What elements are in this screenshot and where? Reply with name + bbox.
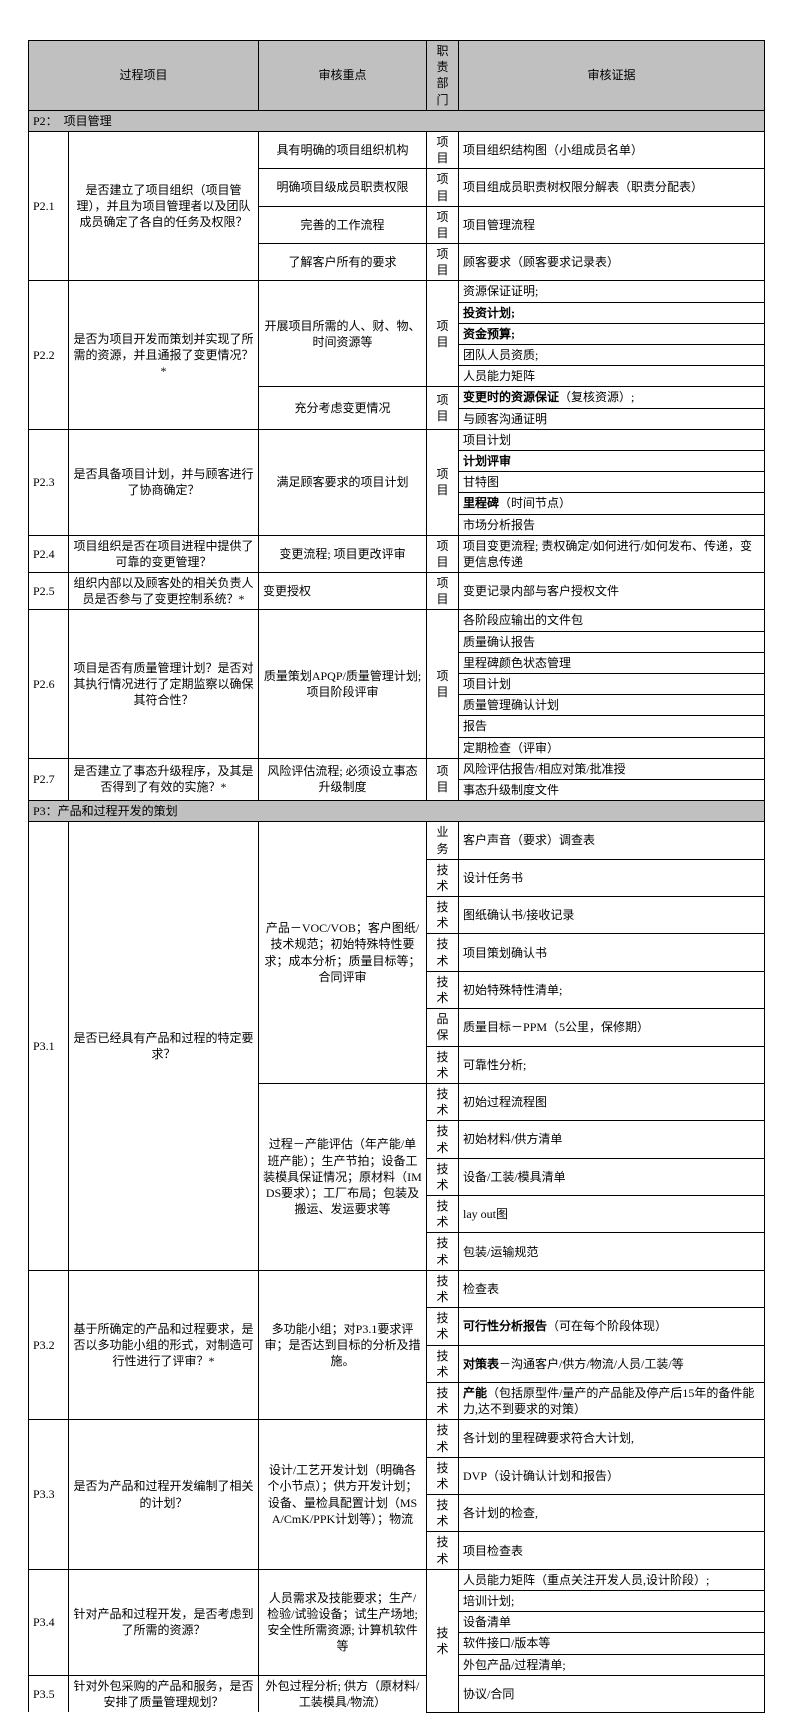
p21-id: P2.1: [29, 131, 69, 281]
audit-table: 过程项目 审核重点 职责部门 审核证据 P2： 项目管理 P2.1 是否建立了项…: [28, 40, 765, 1713]
header-dept: 职责部门: [427, 41, 459, 111]
p21-q: 是否建立了项目组织（项目管理），并且为项目管理者以及团队成员确定了各自的任务及权…: [69, 131, 259, 281]
header-focus: 审核重点: [259, 41, 427, 111]
section-p2: P2： 项目管理: [29, 110, 765, 131]
header-evidence: 审核证据: [459, 41, 765, 111]
section-p3: P3：产品和过程开发的策划: [29, 801, 765, 822]
header-row: 过程项目 审核重点 职责部门 审核证据: [29, 41, 765, 111]
header-process: 过程项目: [29, 41, 259, 111]
